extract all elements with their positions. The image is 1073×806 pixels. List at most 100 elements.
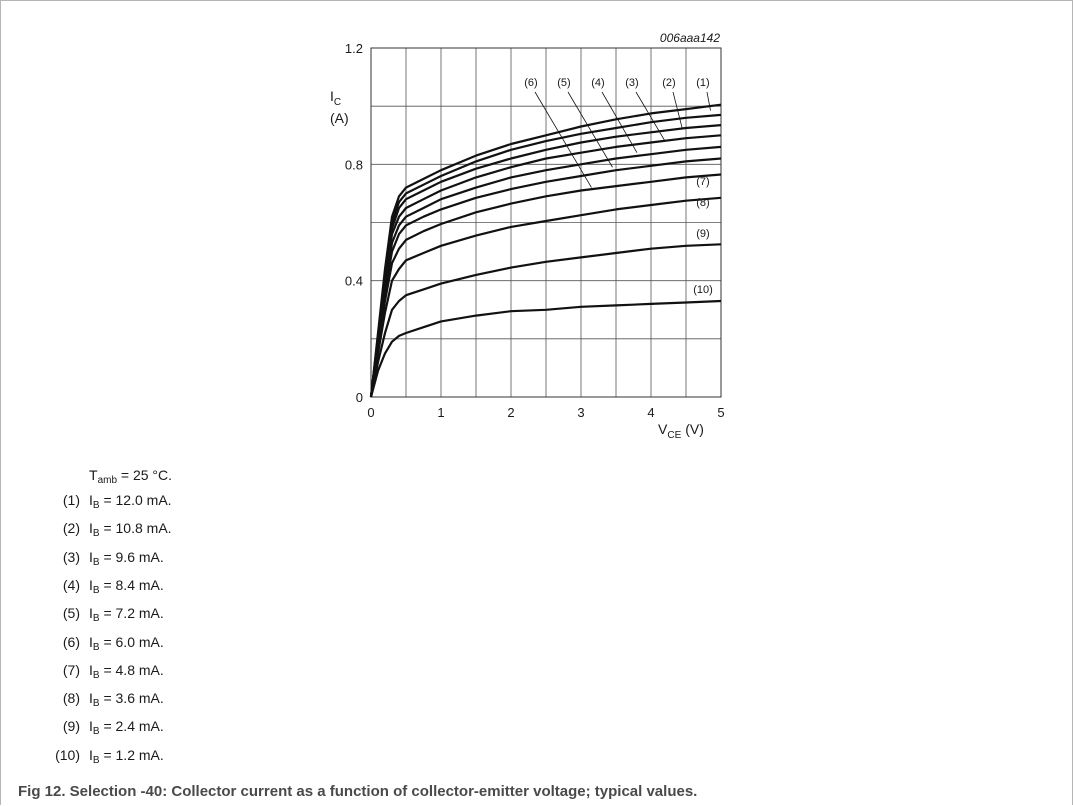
series-label: (8)	[696, 197, 709, 209]
note-text: IB = 2.4 mA.	[89, 716, 164, 742]
note-number: (3)	[62, 548, 80, 565]
note-symbol: I	[89, 718, 93, 735]
tamb-symbol: T	[89, 467, 98, 483]
series-label: (10)	[693, 284, 713, 296]
note-row: (9) IB = 2.4 mA.	[0, 716, 400, 737]
tick-layer: 0 1 2 3 4 5 0 0.4 0.8 1.2	[345, 41, 725, 420]
note-value: = 9.6 mA.	[103, 548, 164, 565]
note-number: (5)	[62, 605, 80, 622]
y-axis-symbol: I	[330, 88, 334, 104]
series-label: (4)	[591, 77, 604, 89]
note-text: IB = 8.4 mA.	[89, 575, 164, 601]
y-tick-label: 0	[356, 390, 363, 405]
note-subscript: B	[92, 641, 100, 653]
ambient-temperature-note: Tamb = 25 °C.	[89, 467, 172, 486]
x-axis-label: VCE (V)	[658, 421, 704, 441]
note-symbol: I	[89, 576, 93, 593]
note-subscript: B	[92, 754, 100, 766]
series-label: (6)	[524, 77, 537, 89]
series-line	[369, 157, 722, 398]
series-line	[369, 196, 722, 398]
note-symbol: I	[89, 746, 93, 763]
series-label-layer: (6) (5) (4) (3) (2) (1) (7) (8) (9) (10)	[524, 77, 713, 296]
x-axis-unit: (V)	[685, 421, 704, 437]
note-symbol: I	[89, 492, 93, 508]
note-symbol: I	[89, 520, 93, 537]
note-row: (4) IB = 8.4 mA.	[0, 575, 400, 596]
note-text: IB = 4.8 mA.	[89, 660, 164, 686]
series-leader-line	[635, 91, 666, 142]
note-row: (5) IB = 7.2 mA.	[0, 603, 400, 624]
series-line	[369, 134, 722, 398]
series-leader-line	[567, 91, 613, 168]
note-text: IB = 3.6 mA.	[89, 688, 164, 714]
series-label: (1)	[696, 77, 709, 89]
note-row: (2) IB = 10.8 mA.	[0, 518, 400, 539]
note-subscript: B	[92, 556, 100, 568]
x-tick-label: 1	[437, 405, 444, 420]
note-text: IB = 7.2 mA.	[89, 603, 164, 629]
note-value: = 6.0 mA.	[103, 633, 164, 650]
series-line	[369, 299, 722, 398]
note-number: (1)	[62, 492, 80, 508]
note-subscript: B	[92, 500, 100, 511]
x-tick-label: 0	[367, 405, 374, 420]
note-text: IB = 12.0 mA.	[89, 490, 172, 516]
note-row: (3) IB = 9.6 mA.	[0, 547, 400, 568]
note-symbol: I	[89, 633, 93, 650]
y-axis-subscript: C	[334, 97, 341, 108]
note-subscript: B	[92, 528, 100, 540]
x-tick-label: 5	[717, 405, 724, 420]
series-label: (5)	[557, 77, 570, 89]
series-line	[369, 173, 722, 398]
series-line	[369, 145, 722, 398]
note-symbol: I	[89, 690, 93, 707]
x-tick-label: 3	[577, 405, 584, 420]
note-number: (4)	[62, 576, 80, 593]
note-subscript: B	[92, 726, 100, 738]
x-tick-label: 4	[647, 405, 654, 420]
note-text: IB = 10.8 mA.	[89, 518, 172, 544]
note-number: (9)	[62, 718, 80, 735]
tamb-subscript: amb	[97, 475, 118, 486]
note-symbol: I	[89, 661, 93, 678]
note-subscript: B	[92, 584, 100, 596]
figure-id: 006aaa142	[660, 31, 720, 45]
note-number: (8)	[62, 690, 80, 707]
note-text: IB = 6.0 mA.	[89, 632, 164, 658]
series-label: (7)	[696, 176, 709, 188]
note-number: (2)	[62, 520, 80, 537]
note-row: (8) IB = 3.6 mA.	[0, 688, 400, 709]
note-number: (6)	[62, 633, 80, 650]
note-value: = 2.4 mA.	[103, 718, 164, 735]
note-text: IB = 9.6 mA.	[89, 547, 164, 573]
note-subscript: B	[92, 669, 100, 681]
series-layer	[369, 103, 722, 398]
note-value: = 7.2 mA.	[103, 605, 164, 622]
chart-grid	[371, 48, 721, 397]
x-axis-symbol: V	[658, 421, 668, 437]
series-leader-line	[706, 91, 711, 111]
series-line	[369, 243, 722, 398]
note-value: = 12.0 mA.	[103, 492, 172, 508]
note-value: = 4.8 mA.	[103, 661, 164, 678]
note-symbol: I	[89, 605, 93, 622]
note-subscript: B	[92, 698, 100, 710]
note-symbol: I	[89, 548, 93, 565]
note-value: = 3.6 mA.	[103, 690, 164, 707]
series-label: (9)	[696, 228, 709, 240]
series-leader-line	[534, 91, 592, 188]
tamb-value: = 25 °C.	[120, 467, 173, 483]
note-value: = 10.8 mA.	[103, 520, 172, 537]
note-value: = 8.4 mA.	[103, 576, 164, 593]
y-tick-label: 1.2	[345, 41, 363, 56]
figure-caption: Fig 12. Selection -40: Collector current…	[18, 783, 698, 800]
chart: (6) (5) (4) (3) (2) (1)(7)(8)(9)(10) 0 1 2 3 4 500…	[330, 31, 725, 441]
series-label: (3)	[625, 77, 638, 89]
note-row: (7) IB = 4.8 mA.	[0, 660, 400, 681]
note-number: (7)	[62, 661, 80, 678]
note-text: IB = 1.2 mA.	[89, 745, 164, 771]
series-leader-line	[601, 91, 638, 153]
note-row: (6) IB = 6.0 mA.	[0, 632, 400, 653]
series-leader-line	[672, 91, 683, 130]
